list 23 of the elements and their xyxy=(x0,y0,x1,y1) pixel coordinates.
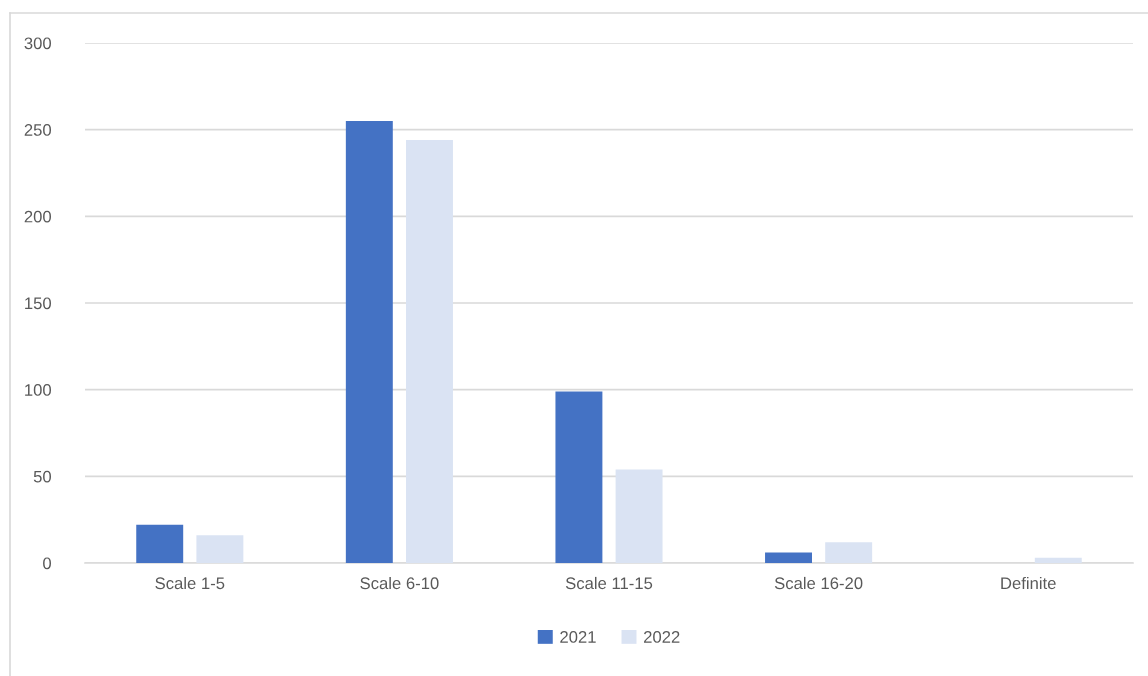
x-tick-label: Scale 1-5 xyxy=(155,576,225,590)
bar xyxy=(345,121,393,563)
bar xyxy=(1034,557,1082,563)
y-tick-label: 50 xyxy=(33,470,52,483)
y-tick-label: 150 xyxy=(25,297,52,310)
y-tick-label: 100 xyxy=(25,384,52,396)
x-tick-label: Scale 6-10 xyxy=(360,576,439,590)
legend-label: 2021 xyxy=(560,631,596,643)
y-tick-label: 250 xyxy=(24,124,52,136)
legend-label: 2022 xyxy=(644,631,680,643)
bar xyxy=(765,552,812,563)
x-tick-label: Scale 11-15 xyxy=(565,576,653,590)
bar xyxy=(136,524,184,563)
bar xyxy=(196,535,244,563)
y-tick-label: 200 xyxy=(24,210,52,223)
x-tick-label: Scale 16-20 xyxy=(774,576,863,590)
bar xyxy=(615,469,663,563)
bar xyxy=(825,542,873,563)
bar xyxy=(406,140,453,563)
y-tick-label: 0 xyxy=(43,557,52,570)
x-tick-label: Definite xyxy=(1001,576,1056,590)
bar xyxy=(555,391,603,563)
y-tick-label: 300 xyxy=(24,37,52,50)
